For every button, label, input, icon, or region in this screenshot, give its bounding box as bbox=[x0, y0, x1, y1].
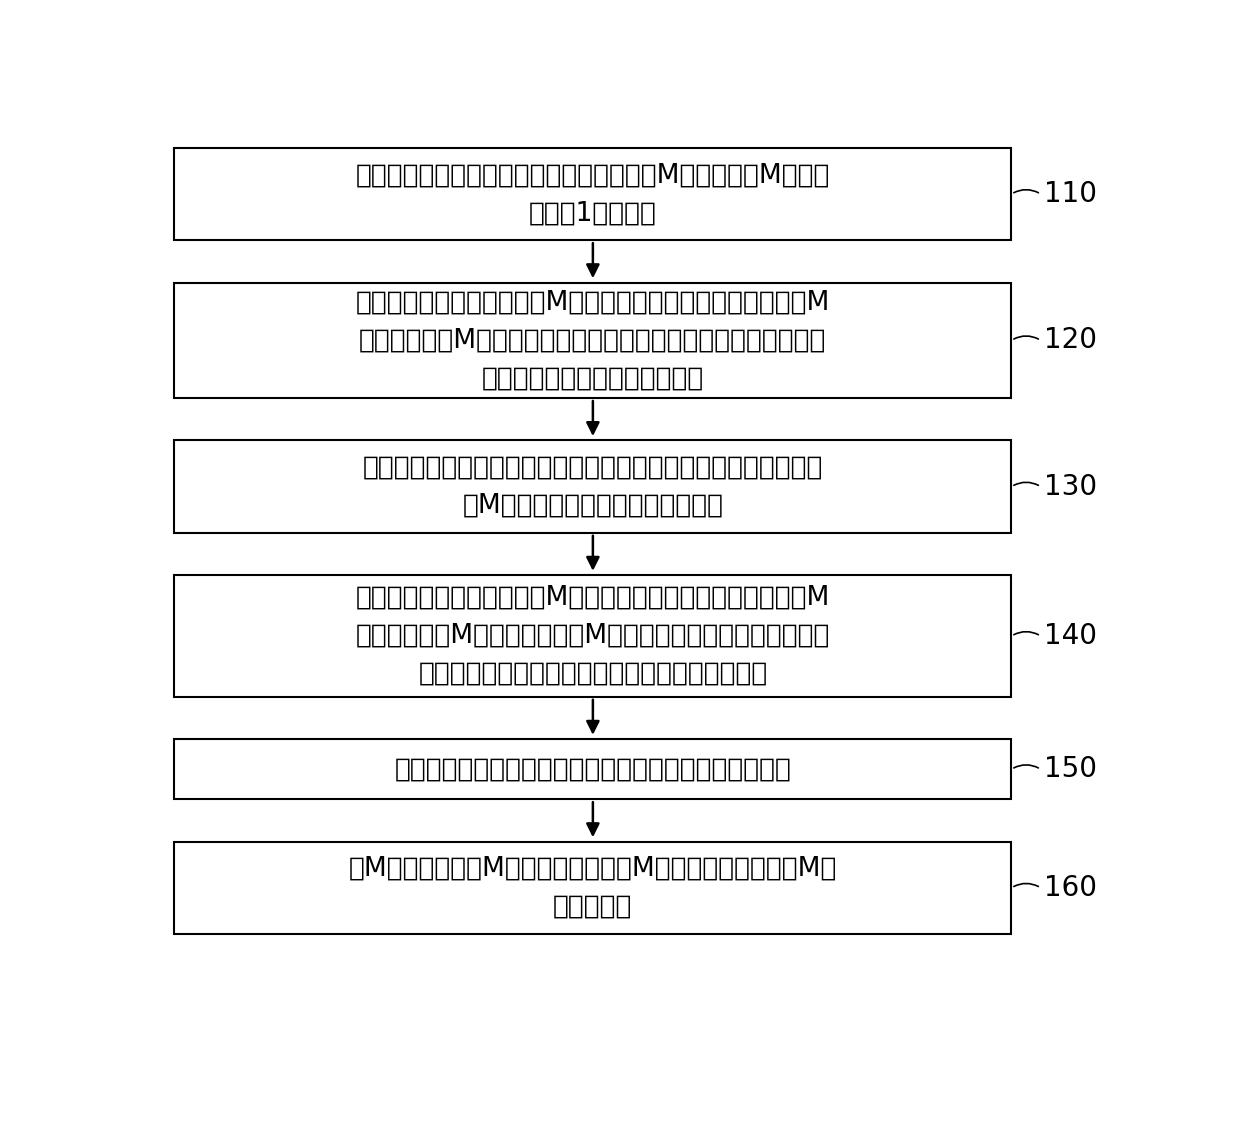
Bar bbox=[175, 575, 1012, 696]
Text: 110: 110 bbox=[1044, 181, 1097, 208]
Bar bbox=[175, 441, 1012, 533]
Bar bbox=[175, 283, 1012, 398]
Text: 提供第一层压板，第一层压板的内层埋设有M个金属块，M为大于
或等于1的正整数: 提供第一层压板，第一层压板的内层埋设有M个金属块，M为大于 或等于1的正整数 bbox=[356, 162, 830, 226]
Text: 160: 160 bbox=[1044, 874, 1097, 902]
Text: 130: 130 bbox=[1044, 473, 1097, 501]
Bar bbox=[175, 148, 1012, 241]
Text: 将M个第一盲孔和M个第二盲孔之间的M个金属块钻穿，形成M个
金属化通孔: 将M个第一盲孔和M个第二盲孔之间的M个金属块钻穿，形成M个 金属化通孔 bbox=[348, 855, 837, 920]
Text: 120: 120 bbox=[1044, 326, 1097, 354]
Text: 140: 140 bbox=[1044, 623, 1097, 650]
Text: 在第一层压板的第二面加工M个第二盲孔并将第二盲孔金属化，M
个第二盲孔和M个第一盲孔以及M个金属块的位置一一对应，且第
二盲孔的底部抵达或深入所对应的金属块的第: 在第一层压板的第二面加工M个第二盲孔并将第二盲孔金属化，M 个第二盲孔和M个第一… bbox=[356, 585, 830, 687]
Text: 150: 150 bbox=[1044, 755, 1097, 783]
Bar bbox=[175, 740, 1012, 800]
Text: 在第一层压板的第一面加工M个第一盲孔并将第一盲孔金属化，M
个第一盲孔和M个金属块的位置一一对应，且第一盲孔的底部抵达
或深入所对应的金属块的第一面: 在第一层压板的第一面加工M个第一盲孔并将第一盲孔金属化，M 个第一盲孔和M个金属… bbox=[356, 290, 830, 392]
Text: 在第一内层板的第一面的台阶槽区域设置垫片，并压合第二层压板
，M个第一盲孔位于所述台阶槽区域: 在第一内层板的第一面的台阶槽区域设置垫片，并压合第二层压板 ，M个第一盲孔位于所… bbox=[362, 454, 823, 519]
Bar bbox=[175, 842, 1012, 934]
Text: 在第二层压板的台阶槽区域开槽并取出垫片，形成台阶槽: 在第二层压板的台阶槽区域开槽并取出垫片，形成台阶槽 bbox=[394, 757, 791, 783]
